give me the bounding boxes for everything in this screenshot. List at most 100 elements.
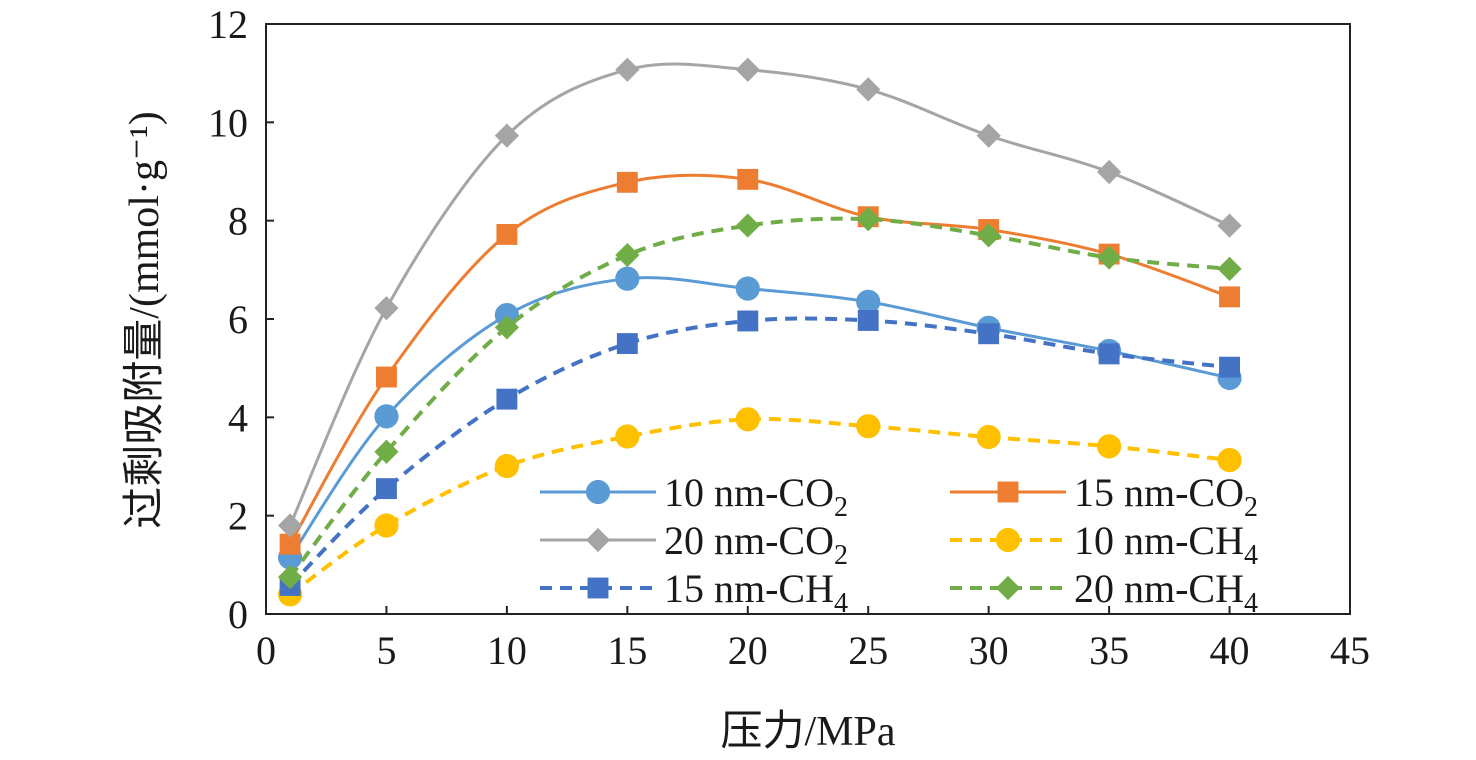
x-tick-label: 25 xyxy=(848,628,888,673)
legend-swatch-marker xyxy=(995,527,1021,553)
legend-label-base: 20 nm-CH xyxy=(1074,566,1244,611)
data-point xyxy=(277,565,303,590)
data-point xyxy=(615,242,640,268)
x-tick-label: 45 xyxy=(1330,628,1370,673)
legend-label: 15 nm-CO2 xyxy=(1074,470,1258,523)
y-tick-label: 6 xyxy=(228,297,248,342)
data-point xyxy=(616,333,638,355)
legend-item: 10 nm-CH4 xyxy=(950,518,1258,571)
data-point xyxy=(856,77,881,102)
data-point xyxy=(1098,343,1120,365)
data-point xyxy=(1219,356,1241,378)
data-point xyxy=(735,276,760,301)
data-point xyxy=(976,123,1001,148)
data-point xyxy=(494,453,519,479)
data-point xyxy=(375,366,397,388)
legend-swatch-marker xyxy=(997,481,1019,503)
legend-label-subscript: 4 xyxy=(1244,588,1258,619)
data-point xyxy=(856,207,881,232)
data-point xyxy=(615,266,640,291)
y-tick-label: 0 xyxy=(228,592,248,637)
data-point xyxy=(374,296,399,321)
data-point xyxy=(735,213,760,238)
x-tick-label: 10 xyxy=(487,628,527,673)
data-point xyxy=(494,315,519,340)
data-point xyxy=(857,310,879,331)
data-point xyxy=(279,533,301,555)
legend-label-subscript: 2 xyxy=(834,540,848,571)
x-tick-label: 15 xyxy=(607,628,647,673)
legend-label-base: 15 nm-CO xyxy=(1074,470,1244,515)
y-tick-label: 10 xyxy=(208,100,248,145)
data-point xyxy=(374,513,399,538)
data-point xyxy=(615,57,640,82)
legend-label-subscript: 4 xyxy=(834,588,848,619)
series-line xyxy=(288,417,1230,596)
data-point xyxy=(1217,256,1242,281)
y-tick-label: 4 xyxy=(228,395,248,440)
data-point xyxy=(496,388,518,410)
legend-label: 20 nm-CH4 xyxy=(1074,566,1258,619)
data-point xyxy=(616,171,638,193)
x-tick-label: 35 xyxy=(1089,628,1129,673)
x-tick-label: 5 xyxy=(376,628,396,673)
data-point xyxy=(737,310,759,332)
data-point xyxy=(496,223,518,245)
legend-label: 10 nm-CO2 xyxy=(664,470,848,523)
data-point xyxy=(1219,286,1241,308)
data-point xyxy=(374,404,399,429)
data-point xyxy=(976,223,1001,248)
series-2 xyxy=(277,57,1242,538)
legend-label: 20 nm-CO2 xyxy=(664,518,848,571)
data-point xyxy=(494,123,519,148)
data-point xyxy=(1097,245,1122,270)
x-tick-label: 30 xyxy=(969,628,1009,673)
legend-label-subscript: 4 xyxy=(1244,540,1258,571)
y-tick-label: 2 xyxy=(228,494,248,539)
data-point xyxy=(976,424,1001,450)
data-point xyxy=(856,414,881,439)
x-tick-label: 40 xyxy=(1210,628,1250,673)
data-point xyxy=(375,478,397,500)
y-axis-title: 过剩吸附量/(mmol·g⁻¹) xyxy=(122,111,168,528)
legend-label: 15 nm-CH4 xyxy=(664,566,848,619)
legend-item: 20 nm-CO2 xyxy=(540,518,848,571)
data-point xyxy=(856,289,881,314)
series-layer xyxy=(277,57,1242,607)
legend-label-base: 20 nm-CO xyxy=(664,518,834,563)
legend-item: 15 nm-CH4 xyxy=(540,566,848,619)
legend-swatch-marker xyxy=(585,479,611,505)
legend-label: 10 nm-CH4 xyxy=(1074,518,1258,571)
x-axis-title: 压力/MPa xyxy=(720,709,895,755)
series-3 xyxy=(277,407,1242,607)
legend-swatch-marker xyxy=(995,575,1021,601)
data-point xyxy=(277,513,303,538)
legend-item: 15 nm-CO2 xyxy=(950,470,1258,523)
legend-item: 20 nm-CH4 xyxy=(950,566,1258,619)
data-point xyxy=(735,57,760,82)
legend-item: 10 nm-CO2 xyxy=(540,470,848,523)
y-tick-label: 8 xyxy=(228,199,248,244)
data-point xyxy=(1217,448,1242,473)
legend-swatch-marker xyxy=(587,577,609,599)
axes: 压力/MPa 过剩吸附量/(mmol·g⁻¹) 0 5 10 15 20 25 30 35 40… xyxy=(122,2,1370,755)
data-point xyxy=(374,439,399,464)
series-4 xyxy=(279,310,1241,596)
legend-label-base: 10 nm-CH xyxy=(1074,518,1244,563)
data-point xyxy=(978,323,1000,345)
legend-swatch-marker xyxy=(585,527,611,553)
data-point xyxy=(1097,434,1122,459)
x-tick-label: 0 xyxy=(256,628,276,673)
legend-label-subscript: 2 xyxy=(834,492,848,523)
data-point xyxy=(1097,159,1122,185)
series-line xyxy=(288,62,1231,527)
legend-label-base: 10 nm-CO xyxy=(664,470,834,515)
legend-label-subscript: 2 xyxy=(1244,492,1258,523)
x-tick-label: 20 xyxy=(728,628,768,673)
data-point xyxy=(1217,213,1242,238)
data-point xyxy=(735,407,760,432)
data-point xyxy=(615,424,640,449)
y-tick-label: 12 xyxy=(208,2,248,47)
